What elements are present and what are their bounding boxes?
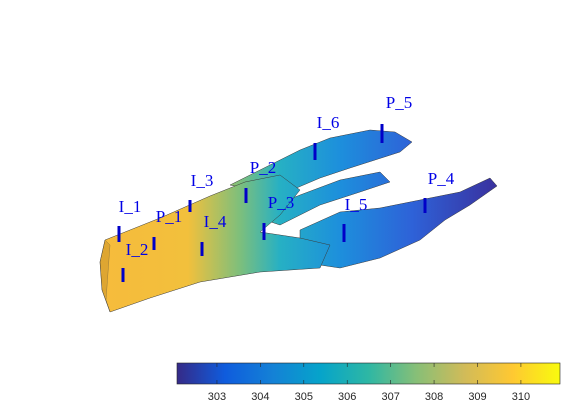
colorbar-axis: 303 304 305 306 307 308 309 310 [208,363,530,403]
well-label: I_2 [126,240,149,259]
finger-middle [249,171,391,226]
colorbar-tick-label: 305 [295,391,313,403]
colorbar-tick-label: 306 [338,391,356,403]
finger-lower [299,177,498,269]
well-label: I_5 [345,195,368,214]
well-label: P_4 [428,169,455,188]
reservoir [99,129,498,313]
well-label: I_3 [191,171,214,190]
colorbar-tick-label: 308 [425,391,443,403]
wells: I_1 I_2 P_1 I_3 I_4 P_2 P_3 I_5 I_6 P_5 P_4 [117,93,455,282]
colorbar-tick-label: 307 [381,391,399,403]
body-side [99,239,111,313]
well-label: P_2 [250,158,276,177]
colorbar-tick-label: 309 [468,391,486,403]
well-label: I_4 [204,212,227,231]
colorbar [176,362,561,385]
well-label: P_3 [268,193,294,212]
well-label: I_1 [119,197,142,216]
colorbar-tick-label: 303 [208,391,226,403]
well-label: P_1 [156,207,182,226]
well-label: I_6 [317,113,340,132]
colorbar-tick-label: 304 [251,391,269,403]
colorbar-tick-label: 310 [512,391,530,403]
well-label: P_5 [386,93,412,112]
